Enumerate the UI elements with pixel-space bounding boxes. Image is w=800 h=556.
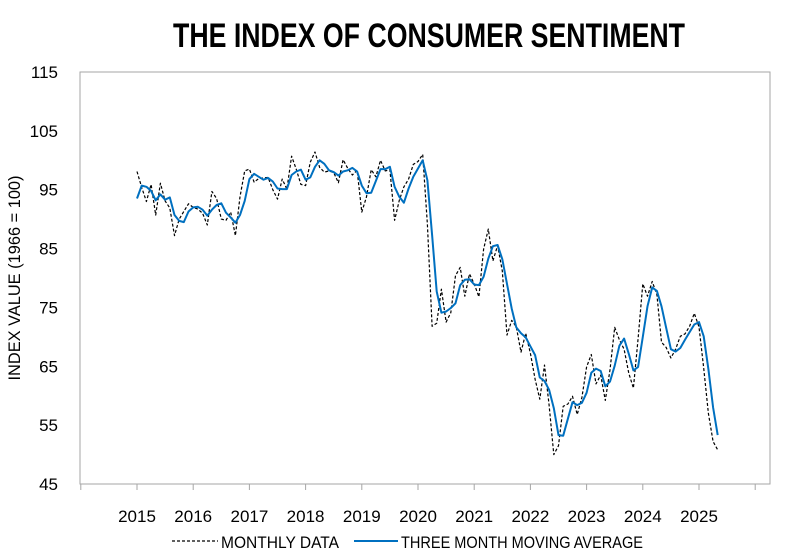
x-tick-label: 2025 — [680, 507, 718, 526]
y-axis-label: INDEX VALUE (1966 = 100) — [5, 176, 24, 381]
chart-title: THE INDEX OF CONSUMER SENTIMENT — [173, 17, 685, 55]
y-tick-label: 105 — [30, 122, 58, 141]
x-tick-label: 2019 — [343, 507, 381, 526]
x-tick-label: 2023 — [568, 507, 606, 526]
y-axis: 45 55 65 75 85 95 105 115 — [30, 63, 58, 494]
y-tick-label: 65 — [39, 357, 58, 376]
y-tick-label: 85 — [39, 240, 58, 259]
series-line-moving-average — [136, 159, 719, 437]
x-tick-label: 2021 — [455, 507, 493, 526]
legend-label-moving-average: THREE MONTH MOVING AVERAGE — [401, 533, 643, 552]
y-tick-label: 45 — [39, 475, 58, 494]
x-tick-label: 2024 — [624, 507, 662, 526]
x-tick-label: 2015 — [118, 507, 156, 526]
y-tick-label: 75 — [39, 298, 58, 317]
x-tick-label: 2017 — [230, 507, 268, 526]
plot-area — [79, 71, 771, 485]
legend-label-monthly: MONTHLY DATA — [221, 533, 340, 552]
x-tick-label: 2016 — [174, 507, 212, 526]
y-tick-label: 95 — [39, 181, 58, 200]
x-axis: 2015 2016 2017 2018 2019 2020 2021 2022 2023 2024… — [80, 483, 770, 526]
x-tick-label: 2020 — [399, 507, 437, 526]
x-tick-label: 2022 — [511, 507, 549, 526]
legend: MONTHLY DATA THREE MONTH MOVING AVERAGE — [172, 533, 643, 552]
x-tick-label: 2018 — [287, 507, 325, 526]
y-tick-label: 115 — [31, 63, 58, 82]
series-group — [136, 151, 719, 456]
y-tick-label: 55 — [39, 416, 58, 435]
